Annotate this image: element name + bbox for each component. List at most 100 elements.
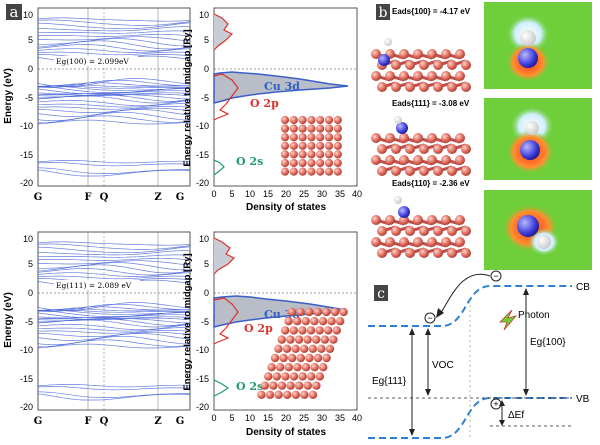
cu-atom [391, 226, 401, 236]
cu-atom [307, 167, 316, 176]
cu-atom [324, 158, 334, 168]
dos-conduction-top [213, 13, 234, 51]
cu-atom [276, 363, 285, 372]
cu-atom [301, 363, 311, 372]
ytick: -20 [196, 402, 209, 412]
cu-atom [307, 141, 316, 150]
cu-atom [298, 115, 307, 125]
h-atom [537, 235, 551, 249]
band-line [37, 264, 191, 274]
arrow-head [425, 328, 431, 335]
photon-label: Photon [518, 310, 550, 321]
cu-atom [295, 381, 304, 390]
dos-o2s-top [213, 159, 225, 176]
cu-atom [391, 166, 401, 176]
cu-atom [377, 82, 387, 92]
dos-ylabel-top: Energy relative to midgap [Ry] [182, 29, 193, 166]
cu-atom [307, 150, 316, 159]
panel-a-bottom: Eg(111) = 2.089 eV 10 5 0 -5 -10 -15 -20… [3, 231, 362, 438]
cu-atom [399, 49, 409, 59]
cu-atom [280, 150, 290, 159]
cu-atom [298, 326, 307, 335]
cu-atom [284, 363, 293, 372]
cu-atom [308, 390, 318, 399]
cu-atom [289, 141, 298, 150]
cu-atom [455, 133, 465, 143]
band-line [37, 333, 191, 341]
dos-o2p-top [213, 73, 239, 121]
band-line [38, 339, 191, 348]
cu-atom [260, 381, 269, 390]
arrow-head [425, 389, 431, 396]
band-line [38, 254, 191, 258]
cu-atom [316, 115, 325, 125]
ytick: 5 [28, 35, 33, 45]
cu-atom [289, 372, 299, 381]
cu-atom [289, 167, 298, 176]
band-line [37, 106, 191, 110]
ytick: 0 [28, 288, 33, 298]
panel-b: b Eads{100} = -4.17 eV Eads{111} = -3.08… [371, 2, 592, 270]
label-o2s-top: O 2s [236, 155, 263, 168]
band-line [37, 250, 190, 256]
cu-atom [293, 317, 302, 326]
panel-label-c-box [374, 285, 388, 301]
cu-atom [291, 390, 300, 399]
cu-atom [399, 237, 409, 247]
band-line [37, 44, 191, 52]
band-line [37, 243, 191, 250]
band-line [37, 95, 191, 104]
cu-atom [413, 49, 423, 59]
cu-atom [283, 390, 292, 399]
cu-atom [280, 167, 290, 176]
ytick: -5 [25, 93, 33, 103]
ytick: 5 [28, 259, 33, 269]
gap-label-bg-bottom [54, 280, 140, 290]
dos-xticks-top: 0 5 10 15 20 25 30 35 40 [211, 189, 362, 199]
cu-atom [316, 133, 325, 142]
xtick: 35 [335, 413, 345, 423]
ytick: 5 [204, 259, 209, 269]
xtick: 40 [352, 413, 362, 423]
cu-atom [303, 381, 312, 390]
cu-atom [461, 226, 471, 236]
xtick: 10 [245, 189, 255, 199]
photon-icon [499, 309, 518, 331]
panel-c: c CB VB − − + Photon Eg{100} Eg{111} [368, 270, 590, 440]
dos-ylabel-bottom: Energy relative to midgap [Ry] [182, 253, 193, 390]
cu-atom [288, 353, 297, 363]
band-line [37, 167, 190, 174]
cu-atom [371, 215, 381, 225]
cu-atom [313, 353, 323, 363]
cu-atom [312, 335, 321, 344]
cu-atom [413, 237, 423, 247]
band-line [37, 33, 191, 37]
dos-xlabel-bottom: Density of states [246, 427, 326, 438]
cu-atom [427, 215, 437, 225]
dos-yticks-top: 10 5 0 -5 -10 -15 -20 [196, 10, 209, 188]
band-line [37, 335, 191, 346]
cu-atom [371, 49, 381, 59]
arrow-head [436, 308, 444, 318]
band-line [37, 17, 191, 22]
cu2o-lattice-111 [257, 307, 348, 399]
label-o2s-bottom: O 2s [236, 380, 263, 393]
gap-label-top: Eg(100) = 2.099eV [56, 57, 129, 66]
cu-atom [307, 372, 316, 381]
cb-label: CB [576, 282, 590, 293]
cu-atom [413, 71, 423, 81]
cu-atom [399, 215, 409, 225]
cu-atom [277, 381, 287, 390]
kpoint-label: Q [100, 192, 109, 203]
band-line [38, 115, 191, 124]
cu-atom [399, 155, 409, 165]
cu-atom [280, 158, 290, 168]
cu-atom [332, 326, 341, 335]
panel-label-b-box [376, 4, 390, 20]
h-atom [394, 196, 402, 204]
cu-atom [405, 82, 415, 92]
arrow-head [409, 429, 415, 436]
band-line [38, 30, 191, 34]
cu-atom [433, 144, 443, 154]
ytick: 0 [28, 64, 33, 74]
